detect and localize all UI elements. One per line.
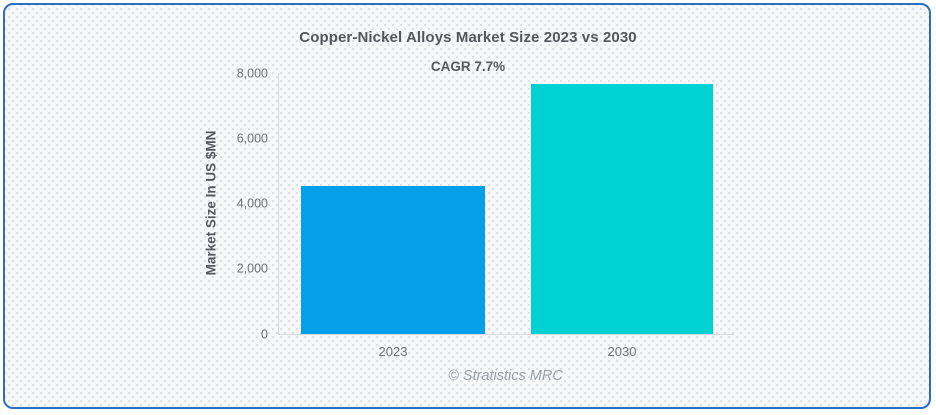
bar-2030 (531, 83, 713, 334)
x-axis-label-2030: 2030 (607, 344, 637, 359)
y-axis-tick-labels: 0 2,000 4,000 6,000 8,000 (180, 67, 268, 340)
chart-title: Copper-Nickel Alloys Market Size 2023 vs… (299, 29, 637, 46)
source-credit: © Stratistics MRC (448, 368, 563, 384)
y-tick-label: 8,000 (236, 65, 268, 80)
x-axis-label-2023: 2023 (378, 344, 408, 359)
chart-subtitle-cagr: CAGR 7.7% (430, 59, 506, 74)
y-tick-label: 4,000 (236, 196, 268, 211)
y-tick-label: 0 (261, 326, 268, 341)
y-tick-label: 2,000 (236, 261, 268, 276)
bar-2023 (301, 185, 485, 334)
y-tick-label: 6,000 (236, 131, 268, 145)
plot-area (278, 73, 734, 335)
